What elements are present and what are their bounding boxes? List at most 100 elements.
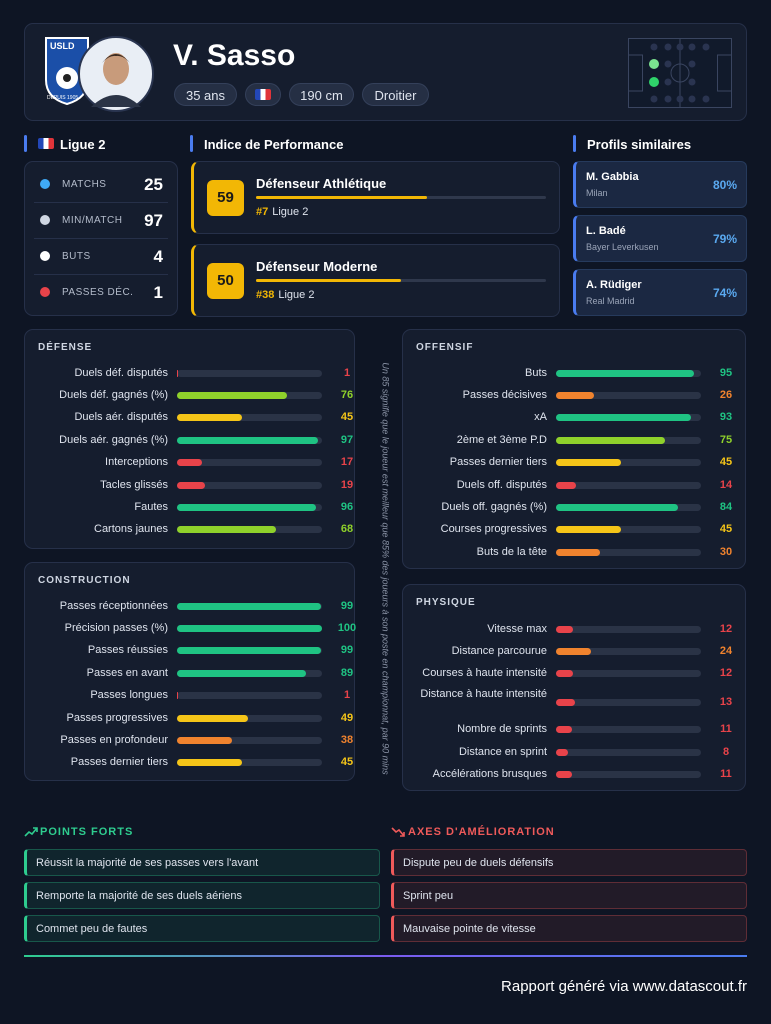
perf-rank-line: #38 Ligue 2 bbox=[256, 290, 314, 301]
metric-label: Distance à haute intensité bbox=[420, 687, 547, 700]
metric-label: Duels off. disputés bbox=[456, 478, 547, 491]
metric-label: Cartons jaunes bbox=[94, 523, 168, 536]
metric-bar bbox=[556, 770, 572, 778]
metric-bar bbox=[556, 391, 594, 399]
metric-track bbox=[556, 748, 701, 756]
metric-bar bbox=[177, 369, 179, 377]
perf-bar bbox=[256, 279, 401, 282]
metric-bar bbox=[556, 725, 572, 733]
metric-track bbox=[177, 736, 322, 744]
metric-value: 24 bbox=[719, 644, 733, 657]
metric-label: Vitesse max bbox=[487, 622, 547, 635]
section-title: Indice de Performance bbox=[204, 136, 344, 152]
metric-label: 2ème et 3ème P.D bbox=[456, 433, 547, 446]
metric-bar bbox=[556, 369, 694, 377]
similar-name: A. Rüdiger bbox=[586, 278, 642, 291]
list-text: Réussit la majorité de ses passes vers l… bbox=[36, 856, 259, 869]
metric-track bbox=[177, 414, 322, 422]
similar-card[interactable] bbox=[573, 269, 747, 316]
metric-bar bbox=[177, 602, 321, 610]
similar-score: 74% bbox=[712, 286, 737, 300]
logo-text: USLD bbox=[50, 40, 75, 51]
similar-name: L. Badé bbox=[586, 224, 626, 237]
section-bar bbox=[573, 135, 576, 152]
stat-value: 25 bbox=[144, 174, 163, 194]
metric-value: 96 bbox=[340, 500, 354, 513]
metric-label: Passes réceptionnées bbox=[59, 599, 168, 612]
metric-label: Accélérations brusques bbox=[432, 767, 547, 780]
metric-track bbox=[177, 459, 322, 467]
stat-divider bbox=[34, 202, 168, 203]
metric-value: 84 bbox=[719, 500, 733, 513]
metric-track bbox=[556, 548, 701, 556]
metric-bar bbox=[177, 669, 307, 677]
metric-bar bbox=[177, 692, 179, 700]
metric-value: 45 bbox=[340, 411, 354, 424]
metric-label: Buts bbox=[524, 366, 547, 379]
similar-name: M. Gabbia bbox=[586, 170, 639, 183]
metric-track bbox=[177, 714, 322, 722]
metric-bar bbox=[177, 759, 243, 767]
metric-label: Distance en sprint bbox=[458, 745, 547, 758]
list-text: Dispute peu de duels défensifs bbox=[403, 856, 554, 869]
similar-card[interactable] bbox=[573, 215, 747, 262]
metric-bar bbox=[556, 669, 574, 677]
metric-value: 11 bbox=[720, 767, 732, 780]
metric-value: 100 bbox=[337, 621, 357, 634]
tag-pill: 190 cm bbox=[289, 83, 354, 106]
metric-value: 19 bbox=[340, 478, 354, 491]
metric-track bbox=[556, 725, 701, 733]
player-name: V. Sasso bbox=[173, 39, 296, 72]
divider bbox=[24, 955, 747, 957]
metric-bar bbox=[177, 624, 322, 632]
list-item bbox=[24, 849, 380, 876]
metric-label: Duels aér. gagnés (%) bbox=[59, 433, 168, 446]
metric-track bbox=[556, 625, 701, 633]
metric-label: Passes réussies bbox=[87, 644, 168, 657]
trend-up-icon bbox=[24, 827, 38, 837]
metric-label: Passes dernier tiers bbox=[70, 756, 168, 769]
metric-bar bbox=[556, 548, 600, 556]
stat-icon bbox=[40, 179, 50, 189]
similar-score: 80% bbox=[712, 178, 737, 192]
perf-rank-line: #7 Ligue 2 bbox=[256, 207, 308, 218]
panel-title: DÉFENSE bbox=[38, 342, 93, 353]
flag-pill bbox=[245, 83, 281, 106]
metric-bar bbox=[556, 647, 591, 655]
metric-label: Passes dernier tiers bbox=[449, 456, 547, 469]
section-bar bbox=[190, 135, 193, 152]
metric-bar bbox=[556, 625, 574, 633]
list-item bbox=[24, 882, 380, 909]
list-text: Sprint peu bbox=[403, 889, 454, 902]
metric-bar bbox=[177, 459, 202, 467]
metric-value: 99 bbox=[340, 599, 354, 612]
perf-rank: #7 bbox=[256, 206, 269, 218]
metric-track bbox=[556, 770, 701, 778]
metric-value: 12 bbox=[719, 666, 733, 679]
tag-pill: 35 ans bbox=[174, 83, 237, 106]
perf-rank: #38 bbox=[256, 289, 275, 301]
similar-club: Milan bbox=[586, 187, 608, 198]
metric-label: Nombre de sprints bbox=[457, 722, 547, 735]
list-item bbox=[391, 915, 747, 942]
trend-down-icon bbox=[391, 827, 405, 837]
metric-bar bbox=[177, 481, 205, 489]
metric-label: Passes progressives bbox=[66, 711, 169, 724]
list-item bbox=[391, 882, 747, 909]
metric-label: Tacles glissés bbox=[100, 478, 168, 491]
metric-label: Distance parcourue bbox=[451, 644, 547, 657]
metric-bar bbox=[556, 748, 568, 756]
similar-card[interactable] bbox=[573, 161, 747, 208]
section-bar bbox=[24, 135, 27, 152]
stat-label: MATCHS bbox=[62, 179, 107, 190]
perf-track bbox=[256, 279, 546, 282]
perf-league: Ligue 2 bbox=[272, 206, 309, 218]
metric-bar bbox=[177, 736, 233, 744]
stat-value: 97 bbox=[144, 210, 163, 230]
stat-icon bbox=[40, 251, 50, 261]
perf-score: 50 bbox=[207, 263, 244, 299]
metric-value: 1 bbox=[343, 366, 351, 379]
metric-bar bbox=[177, 714, 249, 722]
metric-value: 45 bbox=[340, 756, 354, 769]
similar-club: Bayer Leverkusen bbox=[586, 241, 659, 252]
